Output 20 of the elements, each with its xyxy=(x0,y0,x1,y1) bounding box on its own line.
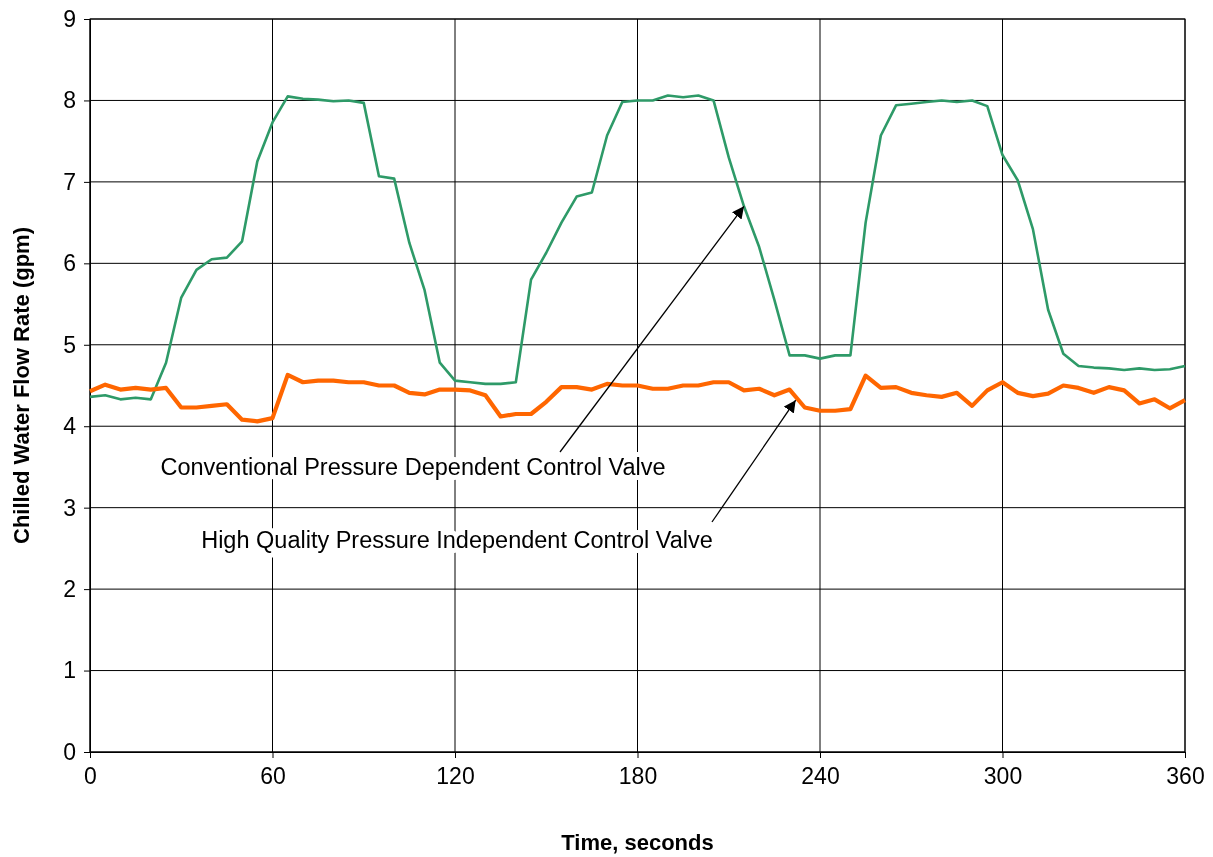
x-tick-label: 0 xyxy=(84,763,97,790)
y-tick-label: 4 xyxy=(63,413,77,440)
y-tick-label: 3 xyxy=(63,494,76,521)
x-tick-label: 240 xyxy=(801,763,840,790)
x-tick-label: 360 xyxy=(1166,763,1205,790)
line-series xyxy=(87,372,1188,424)
x-axis-title: Time, seconds xyxy=(561,830,714,855)
y-axis-title: Chilled Water Flow Rate (gpm) xyxy=(9,227,34,544)
x-tick-label: 300 xyxy=(983,763,1023,790)
y-tick-label: 8 xyxy=(63,87,76,114)
y-tick-label: 0 xyxy=(63,738,76,765)
y-tick-label: 2 xyxy=(63,575,76,602)
y-tick-label: 5 xyxy=(63,331,76,358)
y-tick-label: 6 xyxy=(63,250,76,277)
x-tick-label: 60 xyxy=(260,763,286,790)
y-tick-label: 7 xyxy=(63,168,76,195)
x-tick-label: 120 xyxy=(436,763,475,790)
y-tick-label: 9 xyxy=(63,5,76,32)
x-tick-label: 180 xyxy=(618,763,658,790)
y-tick-label: 1 xyxy=(63,657,76,684)
